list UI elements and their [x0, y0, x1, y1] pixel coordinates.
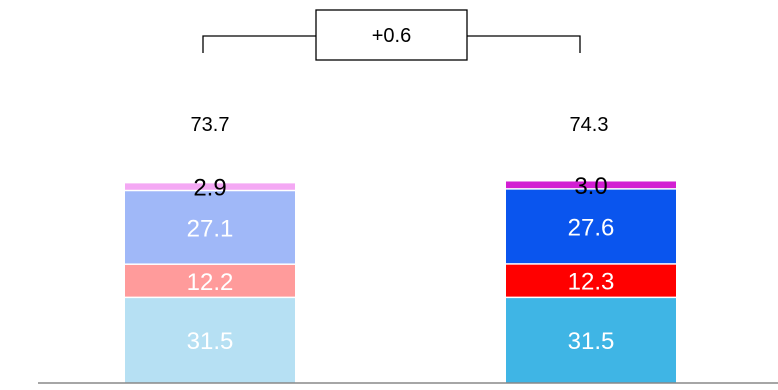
total-label-1: 73.7 — [191, 114, 230, 136]
bars-layer — [125, 181, 676, 383]
difference-label: +0.6 — [372, 25, 411, 47]
labels-layer: 31.5 12.2 27.1 2.9 31.5 12.3 27.6 3.0 — [187, 173, 615, 355]
bar-segment-2-1 — [506, 298, 676, 383]
bar-segment-1-2 — [125, 264, 295, 297]
segment-label-1-2: 12.2 — [187, 269, 234, 296]
segment-label-1-4: 2.9 — [193, 175, 226, 202]
bar-segment-1-1 — [125, 298, 295, 383]
difference-bracket: +0.6 — [202, 9, 581, 61]
bar-segment-1-3 — [125, 191, 295, 264]
bar-segment-2-4 — [506, 181, 676, 189]
segment-label-2-4: 3.0 — [574, 173, 607, 200]
difference-box — [315, 9, 468, 61]
segment-label-2-3: 27.6 — [568, 214, 615, 241]
bar-segment-1-4 — [125, 183, 295, 190]
bracket-line-right — [467, 35, 581, 53]
segment-label-2-1: 31.5 — [568, 328, 615, 355]
bar-segment-2-2 — [506, 264, 676, 297]
segment-label-1-3: 27.1 — [187, 215, 234, 242]
total-label-2: 74.3 — [570, 114, 609, 136]
bracket-line-left — [202, 35, 316, 53]
segment-label-2-2: 12.3 — [568, 269, 615, 296]
bar-segment-2-3 — [506, 189, 676, 264]
segment-label-1-1: 31.5 — [187, 328, 234, 355]
